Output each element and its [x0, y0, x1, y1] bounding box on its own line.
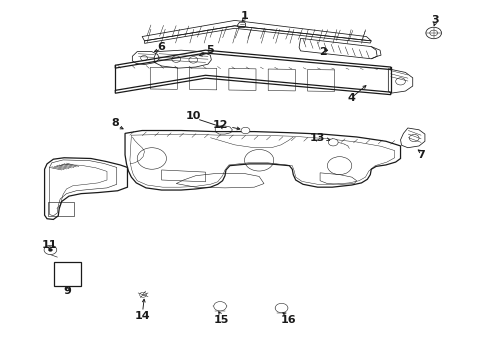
- Text: 13: 13: [309, 133, 325, 143]
- Text: 9: 9: [63, 286, 71, 296]
- Text: 14: 14: [134, 311, 150, 321]
- Text: 5: 5: [206, 45, 214, 55]
- Circle shape: [241, 127, 249, 134]
- Text: 10: 10: [185, 111, 201, 121]
- Polygon shape: [54, 262, 81, 286]
- Circle shape: [328, 139, 337, 146]
- Circle shape: [213, 302, 226, 311]
- Text: 7: 7: [416, 150, 424, 160]
- Text: 16: 16: [280, 315, 296, 325]
- Circle shape: [48, 248, 52, 251]
- Text: 6: 6: [157, 42, 165, 51]
- Text: 8: 8: [111, 118, 119, 128]
- Text: 4: 4: [347, 93, 355, 103]
- Text: 2: 2: [318, 46, 325, 57]
- Text: 12: 12: [212, 121, 227, 130]
- Text: 1: 1: [240, 11, 248, 21]
- Text: 3: 3: [430, 15, 438, 26]
- Text: 15: 15: [213, 315, 228, 325]
- Circle shape: [44, 245, 57, 255]
- Circle shape: [275, 303, 287, 313]
- Circle shape: [425, 27, 441, 39]
- Text: 11: 11: [41, 240, 57, 250]
